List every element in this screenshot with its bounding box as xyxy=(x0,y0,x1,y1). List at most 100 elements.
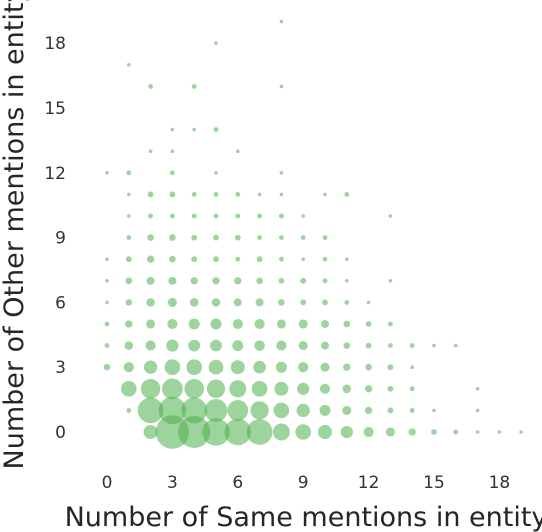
data-point xyxy=(227,400,249,421)
data-point xyxy=(273,402,290,419)
data-point xyxy=(343,342,351,349)
data-point xyxy=(204,398,228,422)
y-tick-labels: 0 3 6 9 12 15 18 xyxy=(44,34,66,443)
data-point xyxy=(278,213,284,219)
data-point xyxy=(276,319,286,329)
data-point xyxy=(454,343,458,348)
data-point xyxy=(385,427,395,437)
data-point xyxy=(272,423,290,441)
data-point xyxy=(300,299,307,306)
data-point xyxy=(229,380,247,398)
data-point xyxy=(208,359,224,375)
data-point xyxy=(301,214,306,218)
y-tick-label: 18 xyxy=(44,34,66,54)
data-point xyxy=(104,321,110,327)
data-point xyxy=(279,192,284,197)
data-point xyxy=(189,298,199,307)
data-point xyxy=(234,277,242,285)
data-point xyxy=(251,381,268,397)
data-point xyxy=(105,300,109,305)
data-point xyxy=(127,192,131,197)
data-point xyxy=(213,213,219,219)
data-point xyxy=(342,384,352,394)
data-point xyxy=(232,340,244,352)
data-point xyxy=(167,318,178,330)
data-point xyxy=(147,191,154,198)
data-point xyxy=(256,256,263,263)
data-point xyxy=(342,405,352,415)
data-point xyxy=(125,299,133,306)
data-point xyxy=(184,379,204,399)
data-point xyxy=(206,379,226,398)
data-point xyxy=(295,424,312,440)
data-point xyxy=(453,429,459,435)
data-point xyxy=(363,426,374,438)
data-point xyxy=(344,191,350,197)
data-point xyxy=(319,383,331,394)
data-point xyxy=(148,149,153,153)
data-point xyxy=(343,320,351,328)
data-point xyxy=(409,343,415,349)
data-point xyxy=(275,361,287,373)
data-point xyxy=(234,234,241,241)
data-point xyxy=(298,362,309,373)
data-point xyxy=(214,171,218,175)
data-point xyxy=(169,255,176,263)
data-point xyxy=(320,362,330,372)
data-point xyxy=(475,408,480,413)
x-axis-label: Number of Same mentions in entity xyxy=(65,502,542,532)
data-point xyxy=(190,277,198,285)
data-point xyxy=(340,425,353,439)
data-point xyxy=(279,84,284,89)
data-point xyxy=(124,341,134,350)
data-point xyxy=(169,191,176,198)
data-point xyxy=(322,278,328,284)
y-axis-label: Number of Other mentions in entity xyxy=(0,0,30,469)
data-point xyxy=(148,213,154,219)
data-point xyxy=(232,318,243,330)
data-point xyxy=(125,256,132,263)
data-point xyxy=(105,171,109,175)
data-point xyxy=(105,257,109,262)
data-point xyxy=(145,340,156,351)
data-point xyxy=(211,298,221,307)
data-point xyxy=(192,127,196,132)
data-point xyxy=(105,279,109,283)
data-point xyxy=(170,149,175,153)
data-point xyxy=(298,319,308,329)
data-point xyxy=(146,319,156,329)
data-point xyxy=(317,424,333,440)
data-point xyxy=(387,407,394,414)
data-point xyxy=(186,359,202,376)
data-point xyxy=(126,235,132,241)
data-point xyxy=(409,407,415,413)
data-point xyxy=(497,430,502,434)
data-point xyxy=(257,213,263,219)
data-point xyxy=(214,41,218,45)
data-point xyxy=(255,298,264,307)
data-point xyxy=(300,277,307,284)
x-tick-label: 6 xyxy=(232,473,243,493)
y-tick-label: 3 xyxy=(55,358,66,378)
y-tick-label: 15 xyxy=(44,99,66,119)
points-layer xyxy=(103,19,523,449)
data-point xyxy=(191,256,198,263)
data-point xyxy=(432,343,436,348)
data-point xyxy=(519,430,523,434)
data-point xyxy=(300,235,306,241)
data-point xyxy=(387,364,394,371)
data-point xyxy=(146,276,155,285)
data-point xyxy=(188,339,201,352)
data-point xyxy=(344,299,350,305)
data-point xyxy=(323,192,327,197)
x-tick-label: 9 xyxy=(298,473,309,493)
data-point xyxy=(475,387,480,391)
data-point xyxy=(297,382,310,395)
data-point xyxy=(146,298,155,307)
data-point xyxy=(166,339,179,352)
data-point xyxy=(210,318,222,330)
data-point xyxy=(365,342,372,349)
data-point xyxy=(191,234,198,241)
data-point xyxy=(410,365,415,370)
data-point xyxy=(123,362,134,373)
